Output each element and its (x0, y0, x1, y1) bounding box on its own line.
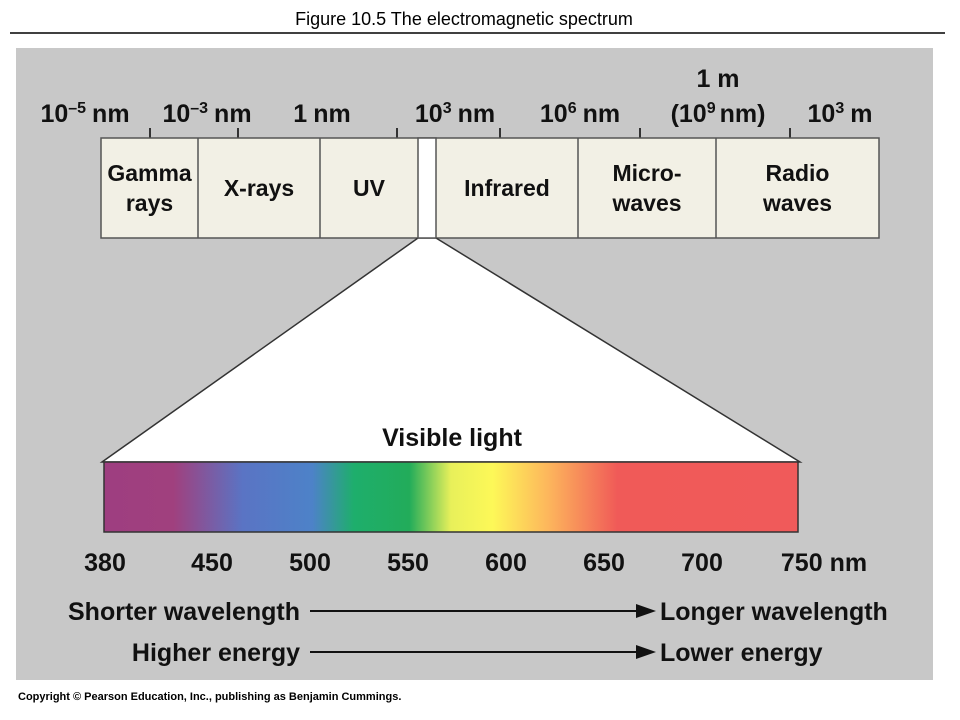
scale-unit: nm (214, 100, 252, 128)
band-label: waves (762, 190, 832, 216)
scale-unit: nm (313, 100, 351, 128)
scale-unit: m (850, 100, 872, 128)
scale-exp: 3 (835, 100, 844, 117)
scale-exp: –3 (190, 100, 208, 117)
scale-label: 106 nm (540, 100, 620, 128)
visible-tick: 600 (485, 549, 527, 577)
visible-tick: 550 (387, 549, 429, 577)
visible-tick: 450 (191, 549, 233, 577)
scale-unit: nm (583, 100, 621, 128)
scale-exp: 3 (443, 100, 452, 117)
scale-base: (10 (671, 100, 707, 128)
scale-label: 103 m (808, 100, 873, 128)
title: Figure 10.5 The electromagnetic spectrum (295, 9, 633, 29)
band-label: waves (611, 190, 681, 216)
scale-base: 1 (293, 100, 307, 128)
scale-unit: nm (458, 100, 496, 128)
scale-unit: nm) (720, 100, 766, 128)
visible-tick: 500 (289, 549, 331, 577)
spectrum (103, 461, 799, 533)
scale-exp: –5 (68, 100, 86, 117)
copyright: Copyright © Pearson Education, Inc., pub… (18, 691, 401, 703)
visible-tick: 750 nm (781, 549, 867, 577)
scale-label: (109 nm) (671, 100, 766, 128)
band-label: UV (353, 175, 386, 201)
scale-label: 1 m (696, 65, 739, 93)
band-label: rays (126, 190, 173, 216)
visible-title: Visible light (382, 424, 523, 452)
scale-base: 10 (415, 100, 443, 128)
scale-label: 1 nm (293, 100, 350, 128)
scale-base: 10 (540, 100, 568, 128)
scale-base: 10 (808, 100, 836, 128)
band-label: X-rays (224, 175, 294, 201)
band-bar (100, 137, 880, 239)
arrow-head (636, 645, 656, 659)
band-label: Gamma (107, 160, 192, 186)
visible-ticks: 380 450 500 550 600 650 700 750 nm (84, 549, 867, 577)
band-label: Micro- (613, 160, 682, 186)
arrow-right: Lower energy (660, 639, 823, 667)
arrow-left: Shorter wavelength (68, 598, 300, 626)
scale: 10–5 nm 10–3 nm 1 nm 103 nm 106 nm1 m(109 nm) 103 m (40, 65, 872, 138)
arrows: Shorter wavelength Longer wavelength Highe… (68, 598, 888, 667)
scale-exp: 9 (707, 100, 716, 117)
visible-tick: 380 (84, 549, 126, 577)
visible-tick: 700 (681, 549, 723, 577)
bands: Gamma rays X-rays UV Infrared Micro-waves Radi… (107, 138, 832, 238)
scale-unit: nm (92, 100, 130, 128)
scale-label: 10–3 nm (162, 100, 251, 128)
scale-base: 10 (162, 100, 190, 128)
arrow-left: Higher energy (132, 639, 300, 667)
scale-label: 10–5 nm (40, 100, 129, 128)
visible-tick: 650 (583, 549, 625, 577)
scale-base: 10 (40, 100, 68, 128)
band-label: Radio (766, 160, 830, 186)
visible-slot (417, 137, 437, 239)
band-label: Infrared (464, 175, 550, 201)
arrow-right: Longer wavelength (660, 598, 888, 626)
arrow-head (636, 604, 656, 618)
scale-exp: 6 (568, 100, 577, 117)
scale-label: 103 nm (415, 100, 495, 128)
